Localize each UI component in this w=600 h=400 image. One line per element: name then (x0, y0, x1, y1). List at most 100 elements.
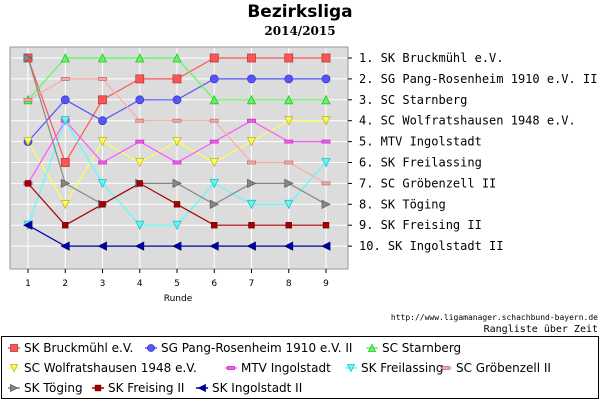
data-point (135, 95, 145, 105)
legend-item: SC Wolfratshausen 1948 e.V. (8, 361, 197, 375)
data-point (60, 95, 70, 105)
rank-label: 1. SK Bruckmühl e.V. (359, 51, 504, 65)
data-point (98, 160, 107, 165)
data-point (172, 220, 182, 231)
data-point (321, 94, 331, 105)
data-point (23, 220, 33, 230)
data-point (284, 53, 294, 63)
data-point (172, 95, 182, 105)
legend-marker (346, 364, 356, 373)
data-point (321, 53, 331, 63)
data-point (60, 199, 70, 210)
data-point (23, 137, 33, 147)
data-point (284, 139, 294, 144)
data-point (97, 178, 108, 189)
data-point (60, 77, 70, 81)
data-point (209, 139, 219, 144)
data-point (247, 53, 256, 63)
rank-label: 4. SC Wolfratshausen 1948 e.V. (359, 114, 576, 128)
legend-marker (442, 366, 450, 370)
x-axis: 1 2 3 4 5 6 7 8 9 (25, 269, 329, 289)
data-point (321, 199, 331, 209)
data-point (172, 241, 182, 251)
rank-label: 2. SG Pang-Rosenheim 1910 e.V. II (359, 72, 597, 86)
data-point (173, 201, 181, 208)
data-point (248, 221, 255, 229)
x-tick-label: 2 (62, 279, 68, 289)
data-point (285, 221, 292, 229)
legend-item: SK Ingolstadt II (196, 381, 302, 395)
data-point (247, 178, 257, 189)
source-url: http://www.ligamanager.schachbund-bayern… (391, 313, 598, 322)
data-point (97, 137, 108, 147)
data-point (172, 74, 182, 84)
data-point (135, 118, 145, 123)
data-point (136, 180, 143, 187)
data-point (209, 94, 219, 105)
legend-label: SC Gröbenzell II (456, 361, 551, 375)
data-point (60, 116, 70, 126)
x-tick-label: 4 (137, 279, 143, 289)
data-point (98, 77, 107, 81)
data-point (247, 74, 256, 84)
legend-item: SC Starnberg (366, 341, 461, 355)
data-point (209, 74, 219, 84)
data-point (62, 221, 69, 229)
legend-item: SK Freilassing (345, 361, 443, 375)
data-point (134, 241, 145, 251)
data-point (172, 160, 182, 165)
legend-marker (197, 383, 206, 393)
legend-marker (9, 364, 19, 373)
data-point (60, 158, 70, 167)
data-point (284, 160, 294, 165)
legend-item: SK Bruckmühl e.V. (8, 341, 133, 355)
data-point (322, 221, 330, 229)
legend-label: SC Starnberg (382, 341, 461, 355)
data-point (60, 53, 70, 63)
data-point (172, 137, 182, 147)
legend-marker (147, 344, 155, 352)
data-point (23, 97, 33, 102)
legend-label: SK Freilassing (361, 361, 443, 375)
x-tick-label: 9 (323, 279, 329, 289)
data-point (97, 241, 107, 251)
rank-labels: 1. SK Bruckmühl e.V. 2. SG Pang-Rosenheim… (348, 51, 597, 253)
data-point (60, 178, 71, 189)
data-point (209, 53, 219, 63)
rank-label: 10. SK Ingolstadt II (359, 239, 504, 253)
data-point (284, 178, 294, 189)
data-point (209, 118, 219, 123)
legend-label: SK Freising II (108, 381, 184, 395)
legend-item: SC Gröbenzell II (440, 361, 551, 375)
data-point (321, 181, 331, 186)
legend: SK Bruckmühl e.V. SG Pang-Rosenheim 1910 … (1, 336, 599, 399)
chart-title: Bezirksliga (247, 2, 352, 22)
data-point (209, 178, 219, 189)
legend-marker (10, 383, 19, 393)
legend-label: SK Töging (24, 381, 83, 395)
x-tick-label: 5 (174, 279, 180, 289)
legend-item: SK Töging (8, 381, 83, 395)
legend-item: MTV Ingolstadt (225, 361, 331, 375)
data-point (135, 139, 145, 144)
data-point (23, 53, 33, 63)
rank-label: 6. SK Freilassing (359, 156, 482, 170)
legend-label: MTV Ingolstadt (241, 361, 331, 375)
legend-label: SK Ingolstadt II (212, 381, 302, 395)
x-tick-label: 7 (249, 279, 255, 289)
series-markers (23, 53, 331, 251)
data-point (321, 74, 331, 84)
x-tick-label: 6 (211, 279, 217, 289)
plot-background (9, 46, 349, 270)
chart-caption: Rangliste über Zeit (484, 324, 598, 335)
legend-marker (10, 344, 18, 352)
data-point (321, 158, 331, 168)
data-point (321, 116, 331, 126)
data-point (247, 160, 256, 165)
legend-label: SG Pang-Rosenheim 1910 e.V. II (161, 341, 352, 355)
data-point (135, 220, 145, 231)
data-point (135, 158, 145, 168)
data-point (211, 221, 218, 229)
data-point (98, 116, 107, 126)
data-point (246, 94, 257, 105)
